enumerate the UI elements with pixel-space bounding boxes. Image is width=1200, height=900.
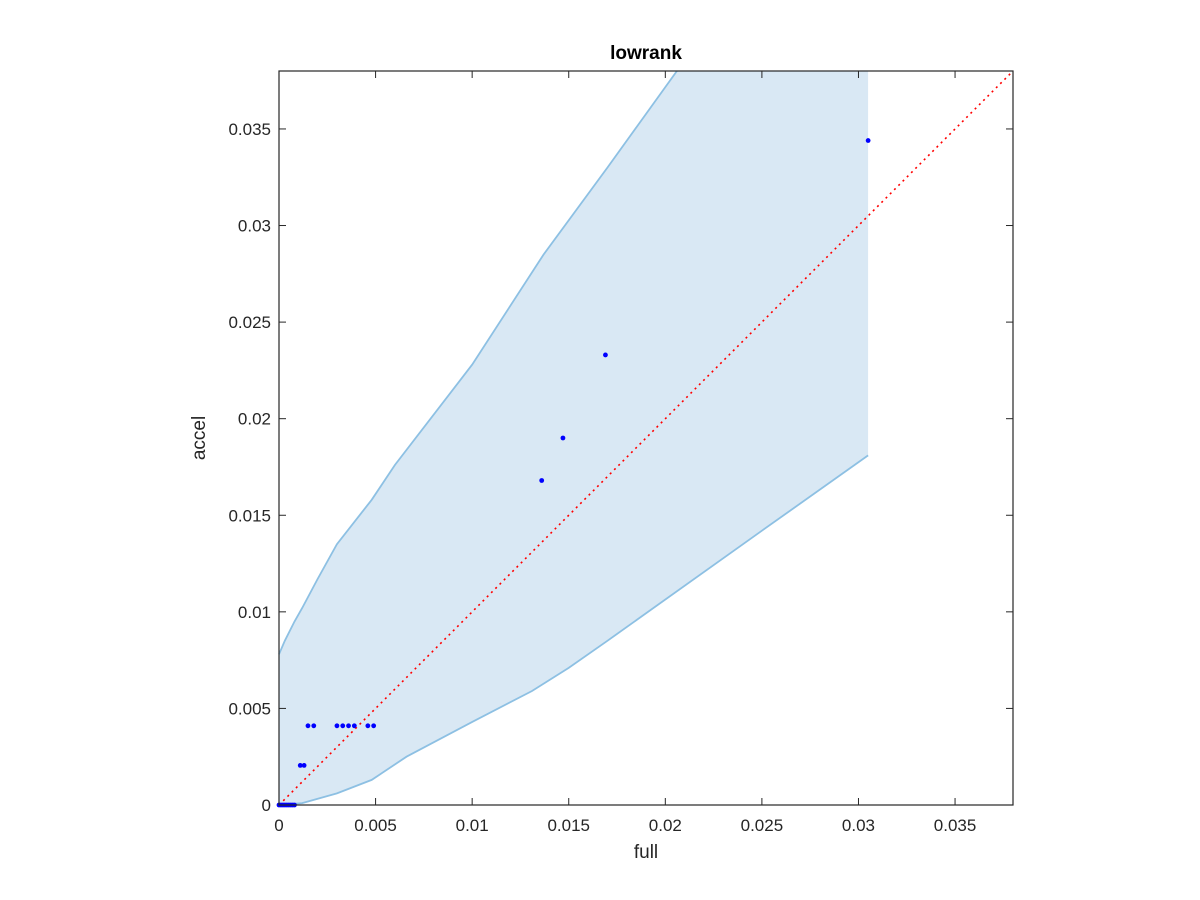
data-point <box>301 763 307 768</box>
data-point <box>311 723 317 729</box>
data-point <box>297 763 303 768</box>
x-tick-label: 0.025 <box>741 816 784 835</box>
data-point <box>365 723 371 729</box>
band-upper-edge <box>278 70 678 655</box>
chart-title: lowrank <box>610 43 682 64</box>
x-tick-label: 0.035 <box>934 816 977 835</box>
x-tick-label: 0 <box>274 816 283 835</box>
y-tick-label: 0 <box>262 796 271 815</box>
x-tick-label: 0.01 <box>456 816 489 835</box>
x-tick-label: 0.03 <box>842 816 875 835</box>
y-tick-label: 0.025 <box>228 313 271 332</box>
reference-line <box>278 70 1014 806</box>
data-point <box>346 723 351 729</box>
band-lower-edge <box>278 454 869 806</box>
x-tick-label: 0.015 <box>547 816 590 835</box>
data-point <box>560 435 566 441</box>
data-point <box>603 352 608 358</box>
data-point <box>539 478 545 483</box>
data-point <box>305 723 311 729</box>
axes: 0 0.005 0.01 0.015 0.02 0.025 0.03 0.035 0 0.005 0… <box>228 71 1013 835</box>
y-tick-label: 0.02 <box>238 410 271 429</box>
x-tick-label: 0.02 <box>649 816 682 835</box>
axes-box <box>278 70 1014 806</box>
data-point <box>334 723 340 729</box>
x-axis-label: full <box>634 842 658 863</box>
data-point <box>865 138 871 143</box>
x-tick-label: 0.005 <box>354 816 397 835</box>
y-axis-label: accel <box>189 416 210 460</box>
data-point <box>371 723 377 729</box>
band-fill <box>279 71 869 805</box>
plot-area <box>276 70 1014 808</box>
y-tick-label: 0.03 <box>238 217 271 236</box>
y-tick-label: 0.005 <box>228 699 271 718</box>
y-tick-label: 0.01 <box>238 603 271 622</box>
y-tick-label: 0.035 <box>228 120 271 139</box>
y-tick-label: 0.015 <box>228 506 271 525</box>
data-point <box>340 723 346 729</box>
data-point <box>351 723 357 729</box>
